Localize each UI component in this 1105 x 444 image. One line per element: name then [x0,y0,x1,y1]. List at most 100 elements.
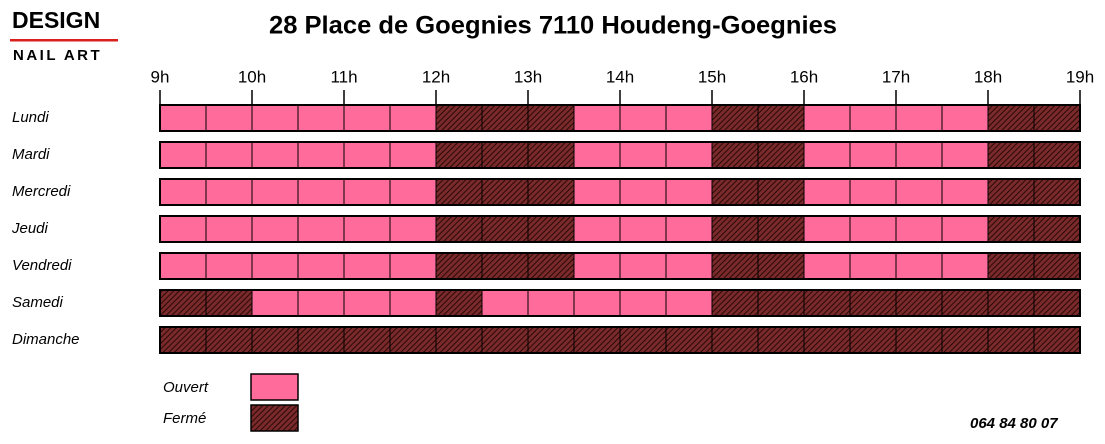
slot [435,289,483,317]
hour-label: 17h [882,67,910,86]
slot [205,178,253,206]
slot [481,178,529,206]
slot [159,252,207,280]
slot [297,252,345,280]
legend-swatch [250,373,299,401]
slot [757,252,805,280]
slot [573,141,621,169]
slot [435,141,483,169]
slot [481,289,529,317]
slot [389,215,437,243]
slot [803,326,851,354]
row-border [159,141,1081,169]
slot [895,178,943,206]
slot [711,104,759,132]
slot [895,215,943,243]
slot [435,104,483,132]
slot [665,104,713,132]
slot [435,178,483,206]
row-border [159,215,1081,243]
slot [573,104,621,132]
slot [711,289,759,317]
slot [573,178,621,206]
slot [803,289,851,317]
slot [987,104,1035,132]
slot [941,215,989,243]
slot [895,141,943,169]
slot [895,326,943,354]
slot [527,215,575,243]
slot [159,326,207,354]
logo-line1: DESIGN [12,7,100,33]
legend-swatch [250,404,299,432]
day-label: Mercredi [12,183,71,200]
logo-line2: NAIL ART [13,47,102,64]
phone: 064 84 80 07 [970,415,1058,432]
slot [389,326,437,354]
slot [803,215,851,243]
hour-label: 16h [790,67,818,86]
slot [1033,141,1081,169]
slot [527,178,575,206]
slot [849,215,897,243]
legend-label: Ouvert [163,379,209,396]
slot [757,178,805,206]
slot [573,252,621,280]
slot [619,215,667,243]
slot [251,215,299,243]
slot [297,141,345,169]
slot [619,326,667,354]
slot [343,141,391,169]
slot [895,252,943,280]
slot [527,141,575,169]
day-label: Jeudi [11,220,49,237]
hour-label: 15h [698,67,726,86]
slot [435,326,483,354]
slot [343,215,391,243]
slot [435,215,483,243]
slot [987,252,1035,280]
slot [941,178,989,206]
slot [711,215,759,243]
slot [297,289,345,317]
slot [1033,215,1081,243]
slot [757,289,805,317]
slot [481,326,529,354]
slot [389,104,437,132]
slot [757,104,805,132]
slot [251,104,299,132]
title: 28 Place de Goegnies 7110 Houdeng-Goegni… [269,12,837,40]
slot [849,104,897,132]
slot [987,289,1035,317]
slot [343,252,391,280]
slot [159,178,207,206]
slot [665,141,713,169]
slot [711,141,759,169]
row-border [159,326,1081,354]
slot [619,178,667,206]
slot [481,104,529,132]
slot [205,215,253,243]
slot [803,104,851,132]
hour-label: 14h [606,67,634,86]
slot [895,289,943,317]
slot [251,141,299,169]
slot [573,326,621,354]
slot [895,104,943,132]
slot [941,141,989,169]
day-label: Dimanche [12,331,80,348]
slot [665,289,713,317]
slot [849,289,897,317]
slot [849,326,897,354]
slot [849,252,897,280]
hour-label: 9h [151,67,170,86]
slot [619,289,667,317]
slot [987,326,1035,354]
legend-label: Fermé [163,410,206,427]
slot [205,104,253,132]
slot [389,141,437,169]
slot [803,141,851,169]
slot [1033,326,1081,354]
slot [757,141,805,169]
